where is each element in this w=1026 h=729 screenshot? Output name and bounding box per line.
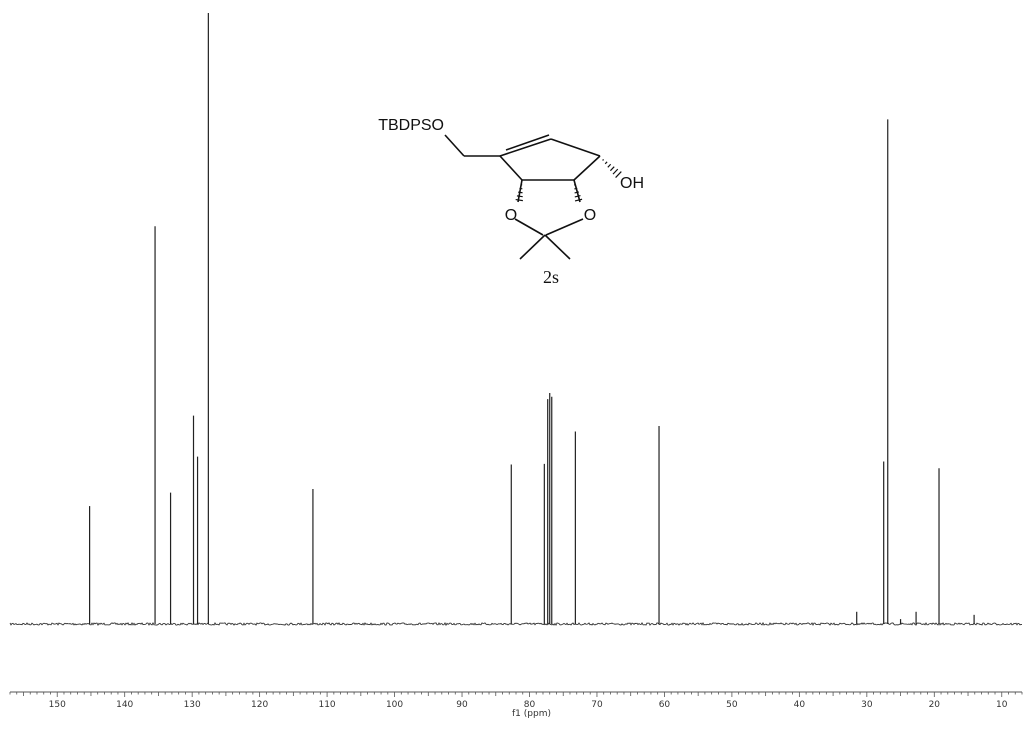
tick-label-110: 110 — [318, 700, 335, 710]
tick-label-40: 40 — [794, 700, 806, 710]
x-axis-title: f1 (ppm) — [512, 709, 551, 719]
tick-label-60: 60 — [659, 700, 671, 710]
tick-label-10: 10 — [996, 700, 1008, 710]
tick-label-140: 140 — [116, 700, 133, 710]
tick-label-50: 50 — [726, 700, 738, 710]
tick-label-30: 30 — [861, 700, 873, 710]
tick-label-150: 150 — [49, 700, 66, 710]
x-axis: 150 140 130 120 110 100 90 80 70 60 50 40 30 20 10 f1 … — [9, 691, 1023, 719]
ring-oxygen-right: O — [584, 207, 596, 224]
tick-label-120: 120 — [251, 700, 268, 710]
baseline-trace — [9, 621, 1023, 627]
spectrum-noise-baseline — [9, 621, 1023, 627]
silyl-ether-label: TBDPSO — [378, 117, 444, 134]
spectrum-peaks — [89, 13, 975, 624]
compound-id-label: 2s — [543, 267, 559, 287]
tick-label-80: 80 — [524, 700, 536, 710]
tick-label-90: 90 — [456, 700, 468, 710]
hydroxyl-label: OH — [620, 175, 644, 192]
tick-label-130: 130 — [184, 700, 201, 710]
tick-label-20: 20 — [929, 700, 941, 710]
tick-label-70: 70 — [591, 700, 603, 710]
ring-oxygen-left: O — [505, 207, 517, 224]
chemical-structure: TBDPSO OH O O 2s — [378, 117, 644, 287]
x-axis-ticks: 150 140 130 120 110 100 90 80 70 60 50 40 30 20 10 — [9, 692, 1023, 710]
tick-label-100: 100 — [386, 700, 403, 710]
